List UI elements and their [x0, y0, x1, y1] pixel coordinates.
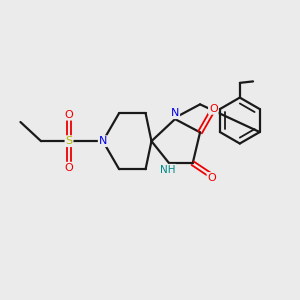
Text: O: O [209, 104, 218, 114]
Text: S: S [65, 136, 73, 146]
Text: O: O [208, 173, 216, 183]
Text: NH: NH [160, 165, 176, 175]
Text: N: N [99, 136, 107, 146]
Text: N: N [171, 108, 179, 118]
Text: O: O [65, 110, 74, 120]
Text: O: O [65, 163, 74, 173]
